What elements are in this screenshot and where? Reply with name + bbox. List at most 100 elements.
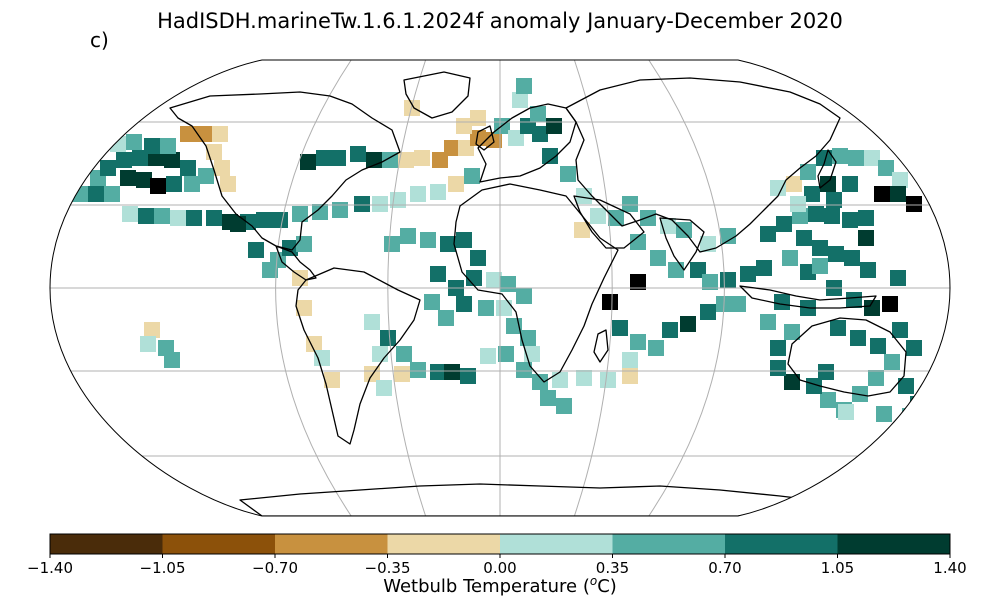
anomaly-cell: [864, 300, 880, 316]
anomaly-cell: [316, 150, 332, 166]
anomaly-cell: [602, 294, 618, 310]
anomaly-cell: [104, 186, 120, 202]
anomaly-cell: [542, 148, 558, 164]
graticule: [50, 60, 950, 516]
anomaly-cell: [858, 210, 874, 226]
anomaly-cell: [424, 294, 440, 310]
anomaly-cell: [396, 346, 412, 362]
anomaly-cell: [796, 230, 812, 246]
anomaly-cell: [180, 160, 196, 176]
colorbar-segment: [725, 534, 838, 554]
colorbar-segment: [50, 534, 163, 554]
anomaly-cell: [532, 126, 548, 142]
anomaly-cell: [140, 336, 156, 352]
anomaly-cell: [138, 208, 154, 224]
colorbar-segment: [500, 534, 613, 554]
anomaly-cell: [430, 266, 446, 282]
anomaly-cell: [776, 216, 792, 232]
anomaly-cell: [826, 192, 842, 208]
anomaly-cell: [532, 374, 548, 390]
anomaly-cell: [730, 296, 746, 312]
anomaly-cell: [414, 150, 430, 166]
anomaly-cell: [576, 370, 592, 386]
anomaly-cell: [164, 352, 180, 368]
anomaly-cell: [466, 270, 482, 286]
anomaly-cell: [354, 196, 370, 212]
anomaly-cell: [332, 202, 348, 218]
anomaly-cell: [154, 208, 170, 224]
anomaly-cell: [512, 92, 528, 108]
anomaly-cell: [608, 210, 624, 226]
anomaly-cell: [212, 126, 228, 142]
colorbar-tick-label: −1.40: [27, 559, 73, 577]
colorbar-tick-label: −1.05: [139, 559, 186, 577]
anomaly-cell: [300, 154, 316, 170]
anomaly-cell: [398, 152, 414, 168]
anomaly-cell: [770, 360, 786, 376]
anomaly-cell: [906, 196, 922, 212]
anomaly-cell: [262, 262, 278, 278]
coastline-japan: [817, 149, 837, 189]
anomaly-cell: [804, 186, 820, 202]
anomaly-cell: [500, 276, 516, 292]
anomaly-cell: [680, 316, 696, 332]
globe-outline: [49, 59, 951, 517]
anomaly-cell: [668, 262, 684, 278]
anomaly-cell: [876, 406, 892, 422]
anomaly-cell: [868, 370, 884, 386]
anomaly-cell: [520, 330, 536, 346]
anomaly-cell: [774, 294, 790, 310]
anomaly-cell: [820, 176, 836, 192]
anomaly-cell: [110, 136, 126, 152]
anomaly-cell: [846, 292, 862, 308]
anomaly-cell: [700, 236, 716, 252]
anomaly-cell: [662, 322, 678, 338]
colorbar: [49, 533, 951, 558]
coastline-indonesia: [739, 285, 877, 309]
anomaly-cell: [622, 368, 638, 384]
meridian-e60: [573, 60, 613, 516]
anomaly-cell: [782, 250, 798, 266]
colorbar-segment: [612, 534, 725, 554]
anomaly-cell: [372, 196, 388, 212]
anomaly-cell: [786, 176, 802, 192]
anomaly-cell: [180, 126, 196, 142]
coastline-south-america: [295, 267, 421, 445]
anomaly-cell: [630, 234, 646, 250]
anomaly-cell: [410, 362, 426, 378]
anomaly-cell: [160, 138, 176, 154]
anomaly-cell: [784, 374, 800, 390]
anomaly-cell: [700, 304, 716, 320]
anomaly-cell: [600, 372, 616, 388]
anomaly-cell: [844, 250, 860, 266]
coastline-asia: [565, 77, 841, 253]
anomaly-cell: [170, 210, 186, 226]
coastline-central-america: [275, 245, 317, 281]
anomaly-cell: [612, 320, 628, 336]
anomaly-cell: [858, 230, 874, 246]
anomaly-cell: [196, 126, 212, 142]
anomaly-cell: [430, 364, 446, 380]
anomaly-cell: [456, 296, 472, 312]
anomaly-cell: [848, 150, 864, 166]
coastline-madagascar: [593, 329, 609, 363]
anomaly-cell: [220, 176, 236, 192]
coastline-africa: [453, 183, 619, 383]
colorbar-tick-label: 0.70: [708, 559, 742, 577]
anomaly-cell: [350, 146, 366, 162]
anomaly-cell: [546, 118, 562, 134]
anomaly-cell: [838, 404, 854, 420]
anomaly-cell: [820, 392, 836, 408]
anomaly-cell: [324, 372, 340, 388]
panel-label: c): [90, 28, 109, 52]
anomaly-cell: [648, 340, 664, 356]
anomaly-cell: [256, 212, 272, 228]
anomaly-cell: [824, 208, 840, 224]
anomaly-cell: [456, 232, 472, 248]
anomaly-cell: [770, 340, 786, 356]
anomaly-cell: [120, 170, 136, 186]
anomaly-cell: [574, 222, 590, 238]
anomaly-cell: [516, 78, 532, 94]
colorbar-segment: [275, 534, 388, 554]
